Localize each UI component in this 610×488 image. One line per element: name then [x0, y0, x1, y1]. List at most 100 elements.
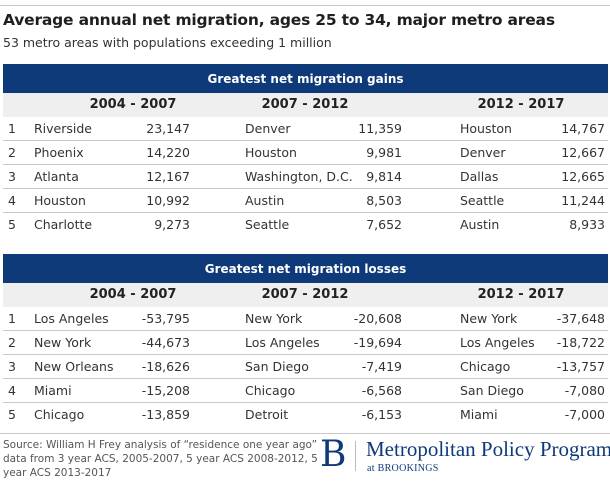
migration-value: 23,147 — [146, 121, 190, 136]
migration-value: -7,080 — [564, 383, 605, 398]
metro-name: Houston — [34, 193, 86, 208]
metro-name: Washington, D.C. — [245, 169, 353, 184]
metro-name: Seattle — [460, 193, 505, 208]
migration-value: -20,608 — [353, 311, 402, 326]
migration-value: 14,220 — [146, 145, 190, 160]
gains-period-header: 2004 - 2007 2007 - 2012 2012 - 2017 — [3, 93, 608, 117]
migration-value: 8,503 — [366, 193, 402, 208]
metro-name: Austin — [245, 193, 285, 208]
gains-table: Greatest net migration gains 2004 - 2007… — [3, 64, 608, 236]
metro-name: Chicago — [34, 407, 85, 422]
metro-name: Charlotte — [34, 217, 93, 232]
migration-value: -7,419 — [361, 359, 402, 374]
table-row: 2 New York -44,673 Los Angeles -19,694 Los An… — [3, 331, 608, 355]
metro-name: Los Angeles — [245, 335, 320, 350]
metro-name: Phoenix — [34, 145, 84, 160]
metro-name: Detroit — [245, 407, 289, 422]
migration-value: -13,757 — [556, 359, 605, 374]
period-label: 2012 - 2017 — [477, 97, 565, 112]
migration-value: 12,667 — [561, 145, 605, 160]
migration-value: -15,208 — [141, 383, 190, 398]
losses-period-header: 2004 - 2007 2007 - 2012 2012 - 2017 — [3, 283, 608, 307]
metro-name: New York — [460, 311, 518, 326]
migration-value: 12,167 — [146, 169, 190, 184]
metro-name: San Diego — [460, 383, 524, 398]
migration-value: -6,153 — [361, 407, 402, 422]
gains-rows: 1 Riverside 23,147 Denver 11,359 Houston 14,76… — [3, 117, 608, 236]
metro-name: Los Angeles — [460, 335, 535, 350]
migration-value: 14,767 — [561, 121, 605, 136]
metro-name: Los Angeles — [34, 311, 109, 326]
table-row: 4 Houston 10,992 Austin 8,503 Seattle 11,244 — [3, 189, 608, 213]
migration-value: -37,648 — [556, 311, 605, 326]
metro-name: New York — [34, 335, 92, 350]
logo-separator — [355, 441, 356, 471]
program-affiliation: at BROOKINGS — [367, 463, 439, 474]
losses-rows: 1 Los Angeles -53,795 New York -20,608 New Yo… — [3, 307, 608, 426]
metro-name: Denver — [245, 121, 291, 136]
rank-number: 4 — [8, 193, 16, 208]
metro-name: Miami — [34, 383, 72, 398]
program-name: Metropolitan Policy Program — [366, 437, 610, 461]
table-row: 3 New Orleans -18,626 San Diego -7,419 Chicag… — [3, 355, 608, 379]
top-divider — [0, 5, 610, 6]
table-row: 1 Los Angeles -53,795 New York -20,608 New Yo… — [3, 307, 608, 331]
metro-name: New Orleans — [34, 359, 114, 374]
table-row: 3 Atlanta 12,167 Washington, D.C. 9,814 Dalla… — [3, 165, 608, 189]
migration-value: 11,359 — [358, 121, 402, 136]
metro-name: Atlanta — [34, 169, 79, 184]
period-label: 2004 - 2007 — [89, 287, 177, 302]
brookings-logo-mark: B — [320, 434, 347, 475]
table-row: 4 Miami -15,208 Chicago -6,568 San Diego -7,08… — [3, 379, 608, 403]
rank-number: 3 — [8, 359, 16, 374]
rank-number: 2 — [8, 335, 16, 350]
metro-name: Chicago — [245, 383, 296, 398]
migration-value: -7,000 — [564, 407, 605, 422]
migration-value: -18,722 — [556, 335, 605, 350]
metro-name: New York — [245, 311, 303, 326]
page-title: Average annual net migration, ages 25 to… — [3, 11, 555, 29]
metro-name: Miami — [460, 407, 498, 422]
metro-name: Dallas — [460, 169, 499, 184]
metro-name: Houston — [245, 145, 297, 160]
footer-divider — [0, 433, 610, 434]
migration-value: 8,933 — [569, 217, 605, 232]
metro-name: Houston — [460, 121, 512, 136]
rank-number: 1 — [8, 121, 16, 136]
losses-table: Greatest net migration losses 2004 - 200… — [3, 254, 608, 426]
rank-number: 2 — [8, 145, 16, 160]
metro-name: Austin — [460, 217, 500, 232]
gains-heading: Greatest net migration gains — [3, 64, 608, 93]
migration-value: -53,795 — [141, 311, 190, 326]
period-label: 2012 - 2017 — [477, 287, 565, 302]
losses-heading: Greatest net migration losses — [3, 254, 608, 283]
period-label: 2007 - 2012 — [261, 97, 349, 112]
migration-value: 10,992 — [146, 193, 190, 208]
migration-value: -44,673 — [141, 335, 190, 350]
period-label: 2004 - 2007 — [89, 97, 177, 112]
table-row: 2 Phoenix 14,220 Houston 9,981 Denver 12,667 — [3, 141, 608, 165]
page-subtitle: 53 metro areas with populations exceedin… — [3, 35, 332, 50]
migration-value: -6,568 — [361, 383, 402, 398]
metro-name: San Diego — [245, 359, 309, 374]
table-row: 5 Chicago -13,859 Detroit -6,153 Miami -7,000 — [3, 403, 608, 426]
rank-number: 4 — [8, 383, 16, 398]
migration-value: 9,814 — [366, 169, 402, 184]
table-row: 5 Charlotte 9,273 Seattle 7,652 Austin 8,933 — [3, 213, 608, 236]
rank-number: 3 — [8, 169, 16, 184]
period-label: 2007 - 2012 — [261, 287, 349, 302]
metro-name: Riverside — [34, 121, 92, 136]
migration-value: 7,652 — [366, 217, 402, 232]
table-row: 1 Riverside 23,147 Denver 11,359 Houston 14,76… — [3, 117, 608, 141]
rank-number: 5 — [8, 217, 16, 232]
metro-name: Denver — [460, 145, 506, 160]
migration-value: 9,981 — [366, 145, 402, 160]
metro-name: Chicago — [460, 359, 511, 374]
migration-value: 12,665 — [561, 169, 605, 184]
migration-value: 11,244 — [561, 193, 605, 208]
rank-number: 5 — [8, 407, 16, 422]
source-note: Source: William H Frey analysis of “resi… — [3, 439, 318, 479]
migration-value: -19,694 — [353, 335, 402, 350]
metro-name: Seattle — [245, 217, 290, 232]
rank-number: 1 — [8, 311, 16, 326]
